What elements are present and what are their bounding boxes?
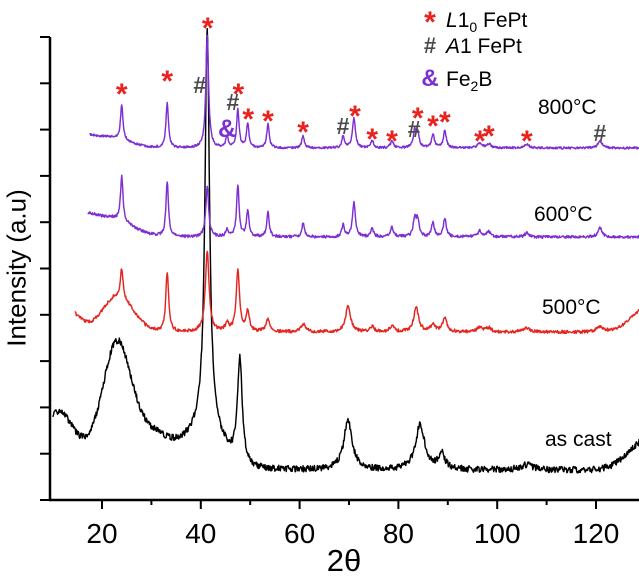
l10-peak-marker: * — [386, 125, 398, 158]
x-tick-label: 20 — [86, 518, 117, 549]
l10-peak-marker: * — [366, 123, 378, 156]
a1-peak-marker: # — [227, 89, 240, 115]
a1-peak-marker: # — [408, 116, 421, 142]
legend-item-label: Fe2B — [446, 68, 493, 95]
l10-peak-marker: * — [474, 125, 486, 158]
l10-peak-marker: * — [349, 100, 361, 133]
a1-peak-marker: # — [337, 113, 350, 139]
series-as-cast — [52, 27, 639, 474]
y-axis-label: Intensity (a.u) — [1, 189, 32, 347]
curve-label-600c: 600°C — [534, 203, 593, 226]
hash-marker-icon: # — [423, 33, 437, 58]
asterisk-marker-icon: * — [424, 6, 436, 39]
legend-item-label: A1 FePt — [446, 35, 522, 58]
l10-peak-marker: * — [262, 105, 274, 138]
x-tick-label: 100 — [474, 518, 521, 549]
curve-label-500c: 500°C — [542, 296, 601, 319]
a1-peak-marker: # — [193, 72, 206, 98]
fe2b-peak-marker: & — [218, 115, 236, 143]
legend-item-l10-fept: * L10 FePt — [419, 1, 528, 39]
legend-item-label: L10 FePt — [446, 9, 528, 36]
l10-peak-marker: * — [297, 116, 309, 149]
l10-peak-marker: * — [116, 78, 128, 111]
series-800°C — [89, 34, 639, 150]
legend-item-a1-fept: # A1 FePt — [419, 33, 527, 65]
l10-peak-marker: * — [233, 78, 245, 111]
l10-peak-marker: * — [439, 106, 451, 139]
series-500°C — [74, 250, 639, 335]
legend-item-fe2b: & Fe2B — [419, 65, 527, 97]
series-600°C — [87, 174, 639, 239]
phase-markers: * * #*&#** * * # ** * #* * *** * # — [116, 12, 607, 158]
curve-label-as-cast: as cast — [545, 428, 612, 451]
x-tick-label: 60 — [284, 518, 315, 549]
curve-label-800c: 800°C — [538, 96, 597, 119]
l10-peak-marker: * — [161, 65, 173, 98]
l10-peak-marker: * — [483, 120, 495, 153]
l10-peak-marker: * — [427, 110, 439, 143]
a1-peak-marker: # — [594, 120, 607, 146]
x-tick-label: 40 — [185, 518, 216, 549]
ampersand-marker-icon: & — [421, 65, 439, 92]
x-axis-ticks: 20 40 60 80 100 120 — [86, 500, 619, 549]
l10-peak-marker: * — [412, 102, 424, 135]
l10-peak-marker: * — [521, 125, 533, 158]
x-tick-label: 80 — [383, 518, 414, 549]
phase-legend: * L10 FePt # A1 FePt & Fe2B — [419, 1, 527, 97]
x-tick-label: 120 — [573, 518, 620, 549]
x-axis-label: 2θ — [326, 543, 362, 578]
l10-peak-marker: * — [242, 103, 254, 136]
y-axis-ticks — [40, 36, 50, 501]
l10-peak-marker: * — [202, 12, 214, 45]
